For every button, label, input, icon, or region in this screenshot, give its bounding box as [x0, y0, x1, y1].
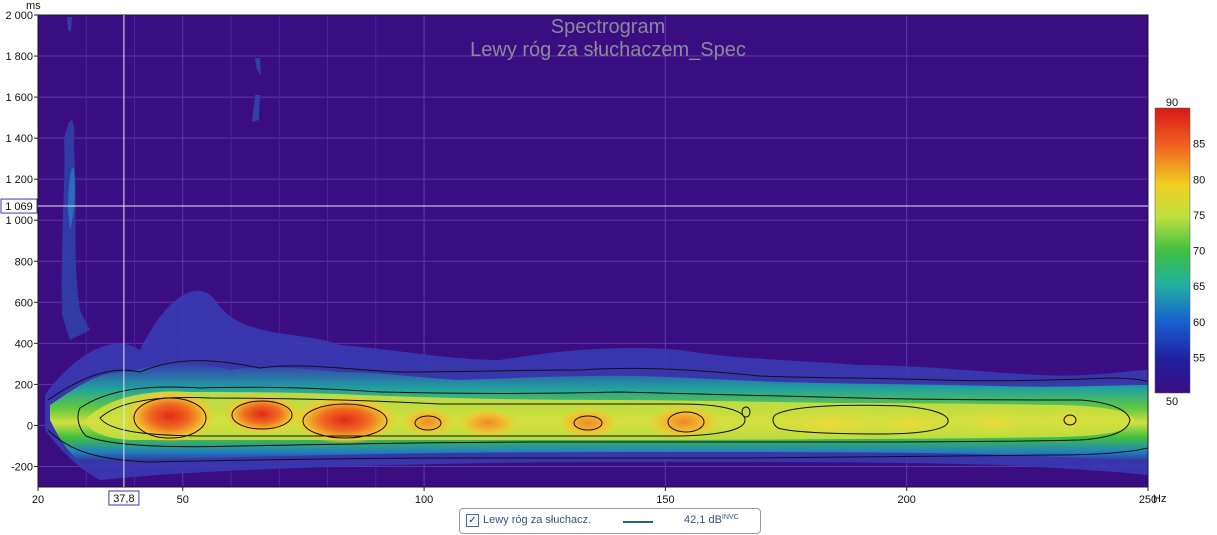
y-tick-label: 200 — [15, 379, 33, 391]
hotspot-9 — [865, 410, 955, 438]
hotspot-2 — [224, 394, 300, 434]
colorbar-tick-label: 60 — [1193, 317, 1205, 329]
colorbar-tick-label: 50 — [1166, 396, 1178, 408]
cursor-y-readout-box — [0, 198, 38, 214]
hotspot-3 — [293, 396, 397, 444]
colorbar-tick-label: 70 — [1193, 246, 1205, 258]
colorbar-tick-label: 65 — [1193, 281, 1205, 293]
low-freq-streak-1 — [67, 17, 72, 32]
low-freq-streak-3 — [252, 95, 260, 122]
x-tick-label: 150 — [656, 494, 674, 506]
hotspot-8 — [760, 408, 900, 440]
low-freq-ridge-inner — [68, 167, 75, 230]
contour-hot-11 — [1063, 414, 1077, 426]
legend-series-line — [623, 521, 653, 523]
y-tick-label: 400 — [15, 338, 33, 350]
y-tick-label: 1 600 — [5, 92, 33, 104]
hotspot-1 — [125, 390, 215, 442]
colorbar-tick-label: 80 — [1193, 174, 1205, 186]
hotspot-11 — [1045, 407, 1095, 433]
low-freq-ridge — [61, 120, 90, 340]
contour-hot-7 — [667, 411, 705, 433]
contour-hot-6 — [573, 415, 603, 431]
x-axis-unit: Hz — [1153, 493, 1166, 505]
contour-hot-4 — [414, 415, 442, 431]
colorbar-tick-label: 85 — [1193, 139, 1205, 151]
hotspot-7 — [648, 405, 720, 439]
hotspot-5 — [458, 409, 518, 437]
contour-inner — [99, 397, 746, 437]
x-tick-label: 100 — [415, 494, 433, 506]
cursor-y-readout: 1 069 — [5, 201, 33, 213]
x-tick-label: 200 — [898, 494, 916, 506]
contour-mid — [77, 386, 1131, 448]
chart-title: Spectrogram — [551, 16, 666, 38]
hotspot-10 — [960, 407, 1030, 437]
y-tick-label: -200 — [11, 461, 33, 473]
colorbar-tick-label: 90 — [1166, 97, 1178, 109]
legend-series-value: 42,1 dBINVC — [684, 514, 739, 526]
contour-right — [772, 404, 949, 435]
plot-border — [37, 14, 1149, 488]
contour-hot-2 — [231, 400, 293, 430]
y-tick-label: 800 — [15, 256, 33, 268]
chart-subtitle: Lewy róg za słuchaczem_Spec — [470, 39, 746, 61]
y-tick-label: 0 — [27, 420, 33, 432]
legend-checkbox[interactable]: ✓ — [466, 514, 479, 527]
contour-lines — [47, 360, 1148, 463]
x-tick-label: 250 — [1139, 494, 1157, 506]
legend-series-label: Lewy róg za słuchacz. — [483, 514, 592, 526]
contour-hot-3 — [302, 403, 388, 439]
y-axis-unit: ms — [26, 0, 41, 12]
y-tick-label: 1 400 — [5, 133, 33, 145]
low-freq-streak-2 — [255, 58, 261, 75]
contour-hot-1 — [133, 397, 207, 439]
x-tick-label: 20 — [32, 494, 44, 506]
hotspot-6 — [558, 408, 618, 438]
y-tick-label: 2 000 — [5, 10, 33, 22]
y-tick-label: 1 800 — [5, 51, 33, 63]
contour-outer — [47, 360, 1148, 401]
y-tick-label: 1 000 — [5, 215, 33, 227]
legend: ✓ Lewy róg za słuchacz. 42,1 dBINVC — [459, 508, 761, 534]
legend-value-text: 42,1 dB — [684, 514, 722, 526]
cursor-x-readout: 37,8 — [113, 493, 134, 505]
y-tick-label: 1 200 — [5, 174, 33, 186]
x-tick-label: 50 — [177, 494, 189, 506]
y-tick-label: 600 — [15, 297, 33, 309]
contour-outer-lower — [47, 429, 1148, 463]
colorbar-tick-label: 55 — [1193, 352, 1205, 364]
colorbar — [1154, 107, 1191, 394]
cursor-x-readout-box — [108, 490, 140, 506]
hotspot-4 — [402, 408, 454, 436]
colorbar-tick-label: 75 — [1193, 210, 1205, 222]
contour-hot-12 — [741, 406, 751, 418]
spectrogram-heat — [45, 17, 1148, 480]
legend-value-suffix: INVC — [721, 514, 739, 521]
